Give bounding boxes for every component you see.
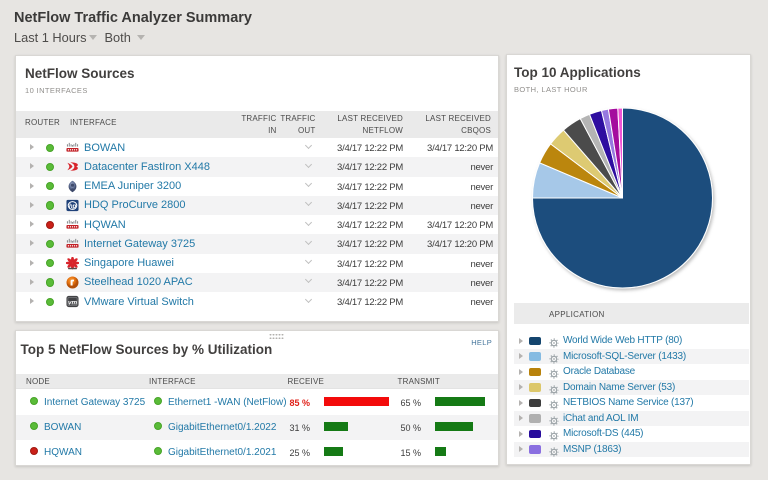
svg-text:vm: vm — [68, 299, 78, 306]
svg-text:hp: hp — [69, 204, 77, 210]
